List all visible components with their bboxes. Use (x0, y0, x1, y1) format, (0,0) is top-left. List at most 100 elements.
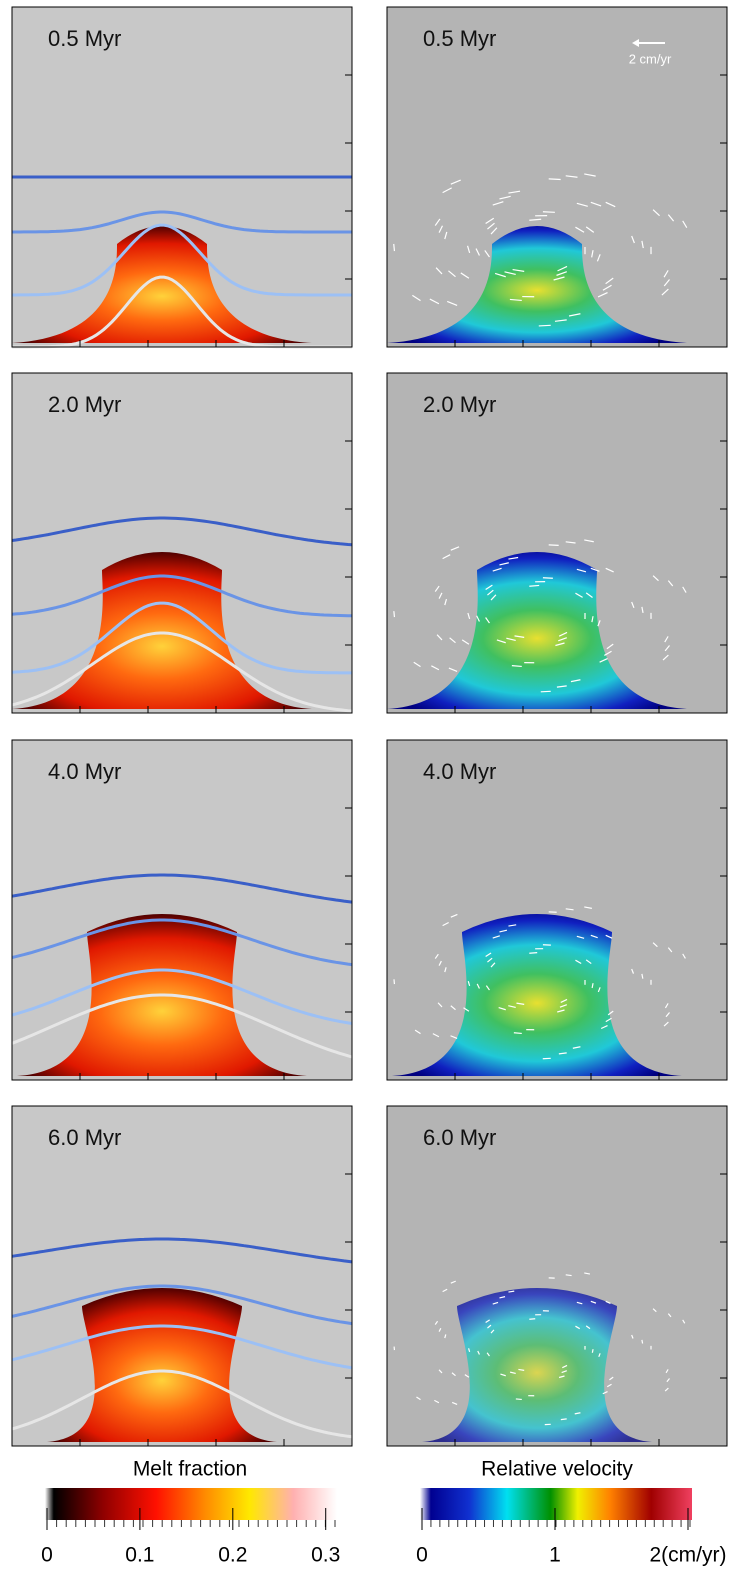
time-label: 4.0 Myr (423, 759, 496, 784)
flow-arrow (442, 554, 451, 560)
time-label: 4.0 Myr (48, 759, 121, 784)
flow-arrow (652, 942, 658, 948)
flow-arrow (511, 665, 522, 668)
flow-arrow (667, 580, 674, 587)
flow-arrow (599, 657, 608, 663)
flow-arrow (529, 1318, 536, 1320)
flow-arrow (555, 642, 565, 647)
flow-arrow (604, 650, 612, 656)
flow-arrow (434, 1320, 439, 1325)
flow-arrow (560, 1418, 567, 1421)
flow-arrow (450, 1005, 456, 1011)
flow-arrow (434, 1399, 440, 1404)
flow-arrow (590, 1300, 597, 1304)
flow-arrow (499, 562, 509, 566)
flow-arrow (602, 284, 612, 291)
time-label: 2.0 Myr (48, 392, 121, 417)
flow-arrow (631, 1334, 634, 1339)
flow-arrow (485, 584, 493, 591)
flow-arrow (450, 1035, 458, 1040)
panel-frame (386, 372, 728, 714)
temperature-contour (12, 210, 352, 234)
colorbar-tick-label: 0 (416, 1544, 428, 1567)
flow-arrow (496, 639, 506, 644)
velocity-plume (422, 1288, 652, 1442)
flow-arrow (591, 250, 594, 258)
flow-arrow (663, 279, 670, 287)
flow-arrow (591, 616, 594, 623)
flow-arrow (438, 960, 442, 966)
flow-arrow (585, 226, 595, 233)
flow-arrow (558, 1052, 567, 1055)
flow-arrow (607, 1010, 614, 1016)
flow-arrow (438, 1327, 442, 1332)
flow-arrow (444, 231, 448, 240)
panel-frame (386, 1105, 728, 1447)
colorbar (420, 1488, 692, 1520)
flow-arrow (490, 1329, 495, 1334)
flow-arrow (663, 270, 669, 278)
flow-arrow (542, 577, 553, 579)
flow-arrow (605, 201, 616, 208)
flow-arrow (514, 635, 525, 638)
flow-arrow (590, 934, 598, 939)
flow-arrow (641, 973, 644, 979)
flow-arrow (665, 1369, 669, 1374)
flow-arrow (487, 222, 495, 230)
flow-arrow (393, 243, 396, 252)
flow-arrow (600, 1024, 608, 1030)
flow-arrow (598, 1353, 601, 1358)
flow-arrow (434, 585, 440, 592)
time-label: 0.5 Myr (423, 26, 496, 51)
time-label: 0.5 Myr (48, 26, 121, 51)
flow-arrow (379, 1328, 382, 1333)
melt-plume (12, 552, 312, 709)
flow-arrow (667, 947, 673, 953)
melt-plume (12, 226, 312, 343)
flow-arrow (557, 265, 568, 272)
flow-arrow (434, 953, 439, 959)
flow-arrow (641, 1339, 644, 1344)
flow-arrow (504, 271, 516, 275)
flow-arrow (451, 1401, 458, 1406)
flow-arrow (556, 271, 567, 276)
flow-arrow (379, 593, 382, 600)
flow-arrow (494, 272, 506, 278)
flow-arrow (605, 1017, 612, 1023)
flow-arrow (565, 541, 576, 544)
flow-arrow (509, 298, 522, 302)
flow-arrow (557, 1009, 565, 1013)
flow-arrow (529, 218, 542, 221)
flow-arrow (652, 1308, 657, 1313)
flow-arrow (436, 634, 443, 641)
flow-arrow (463, 1007, 470, 1012)
flow-arrow (448, 667, 458, 673)
temperature-contour (11, 918, 353, 967)
flow-arrow (561, 1370, 567, 1374)
temperature-contour (11, 516, 353, 547)
flow-arrow (438, 225, 444, 233)
flow-arrow (492, 201, 504, 206)
panel-frame (11, 739, 353, 1081)
flow-arrow (475, 248, 480, 256)
flow-arrow (490, 227, 498, 235)
colorbar-tick-label: 0.3 (311, 1544, 340, 1567)
flow-arrow (597, 620, 601, 627)
flow-arrow (682, 220, 688, 228)
flow-arrow (434, 218, 441, 226)
flow-arrow (682, 586, 687, 593)
flow-arrow (446, 300, 458, 307)
flow-arrow (605, 567, 614, 573)
flow-arrow (485, 617, 490, 624)
flow-arrow (538, 324, 551, 327)
flow-arrow (540, 690, 551, 693)
flow-arrow (565, 175, 578, 178)
scale-arrow-label: 2 cm/yr (629, 51, 672, 66)
velocity-plume (387, 552, 687, 709)
flow-arrow (438, 1369, 443, 1374)
flow-arrow (560, 998, 568, 1003)
temperature-contour (11, 968, 353, 1025)
flow-arrow (516, 1002, 525, 1005)
flow-arrow (442, 921, 449, 927)
